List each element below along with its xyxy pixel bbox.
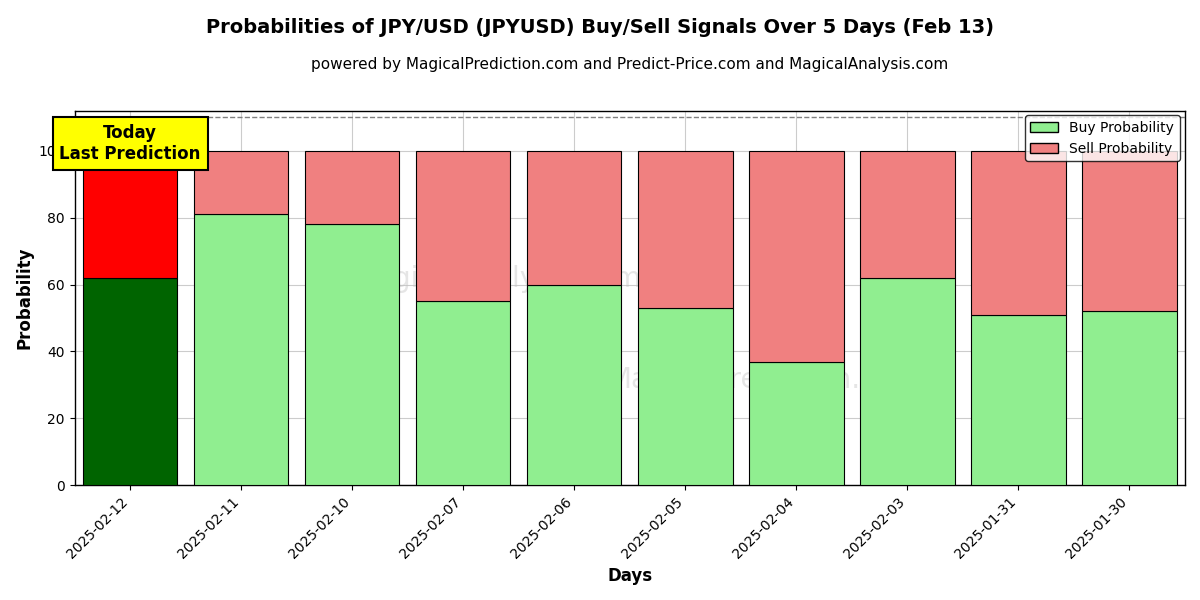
Title: powered by MagicalPrediction.com and Predict-Price.com and MagicalAnalysis.com: powered by MagicalPrediction.com and Pre… (311, 57, 948, 72)
Bar (971, 314, 1066, 485)
Legend: Buy Probability, Sell Probability: Buy Probability, Sell Probability (1025, 115, 1180, 161)
Bar (638, 151, 732, 308)
Bar (527, 151, 622, 284)
Bar (527, 284, 622, 485)
Bar (860, 278, 955, 485)
Bar (971, 151, 1066, 314)
Bar (749, 151, 844, 362)
Bar (1082, 311, 1177, 485)
Y-axis label: Probability: Probability (16, 247, 34, 349)
Bar (194, 151, 288, 214)
Bar (305, 224, 400, 485)
Bar (416, 151, 510, 301)
Bar (860, 151, 955, 278)
Text: Today
Last Prediction: Today Last Prediction (60, 124, 200, 163)
Bar (638, 308, 732, 485)
X-axis label: Days: Days (607, 567, 653, 585)
Text: MagicalAnalysis.com: MagicalAnalysis.com (352, 265, 641, 293)
Bar (194, 214, 288, 485)
Bar (1082, 151, 1177, 311)
Bar (749, 362, 844, 485)
Bar (416, 301, 510, 485)
Text: Probabilities of JPY/USD (JPYUSD) Buy/Sell Signals Over 5 Days (Feb 13): Probabilities of JPY/USD (JPYUSD) Buy/Se… (206, 18, 994, 37)
Text: MagicalPrediction.com: MagicalPrediction.com (607, 367, 919, 394)
Bar (83, 151, 178, 278)
Bar (305, 151, 400, 224)
Bar (83, 278, 178, 485)
